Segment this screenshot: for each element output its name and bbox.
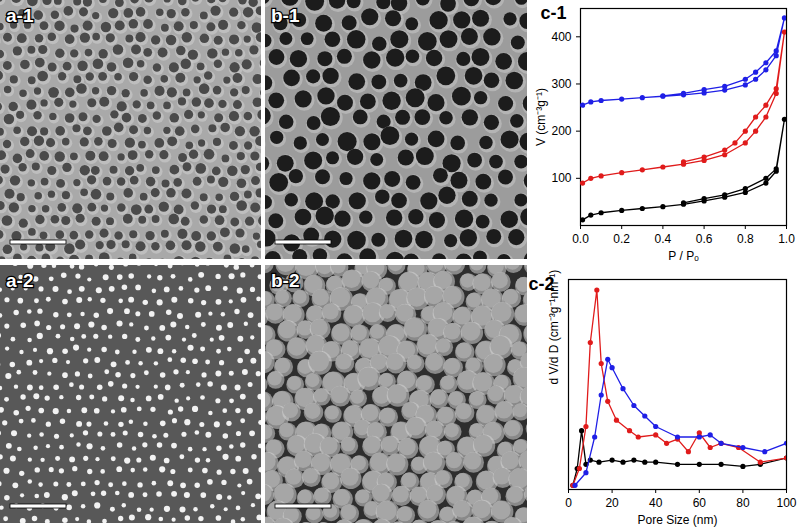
svg-text:P / Pₒ: P / Pₒ [668, 249, 699, 263]
svg-text:a-1: a-1 [6, 5, 34, 26]
svg-text:0.4: 0.4 [655, 232, 672, 246]
svg-text:d V/d D (cm⁻³g⁻¹nm⁻¹): d V/d D (cm⁻³g⁻¹nm⁻¹) [547, 270, 561, 385]
svg-text:c-2: c-2 [528, 274, 555, 295]
svg-text:300: 300 [551, 77, 571, 91]
svg-text:0.0: 0.0 [572, 232, 589, 246]
svg-text:100: 100 [551, 171, 571, 185]
svg-text:0: 0 [565, 496, 572, 510]
svg-text:400: 400 [551, 30, 571, 44]
svg-text:0.2: 0.2 [613, 232, 630, 246]
svg-text:60: 60 [693, 496, 707, 510]
svg-text:1.0: 1.0 [778, 232, 795, 246]
svg-text:Pore Size (nm): Pore Size (nm) [637, 513, 717, 527]
svg-text:V (cm⁻³g⁻¹): V (cm⁻³g⁻¹) [534, 88, 548, 146]
svg-text:0.8: 0.8 [737, 232, 754, 246]
svg-text:20: 20 [605, 496, 619, 510]
svg-text:a-2: a-2 [6, 270, 33, 291]
svg-text:100: 100 [776, 496, 796, 510]
svg-text:80: 80 [736, 496, 750, 510]
svg-text:c-1: c-1 [541, 3, 567, 23]
svg-text:40: 40 [649, 496, 663, 510]
svg-text:200: 200 [551, 124, 571, 138]
svg-text:b-2: b-2 [271, 270, 300, 291]
svg-text:0.6: 0.6 [696, 232, 713, 246]
svg-text:b-1: b-1 [271, 5, 300, 26]
